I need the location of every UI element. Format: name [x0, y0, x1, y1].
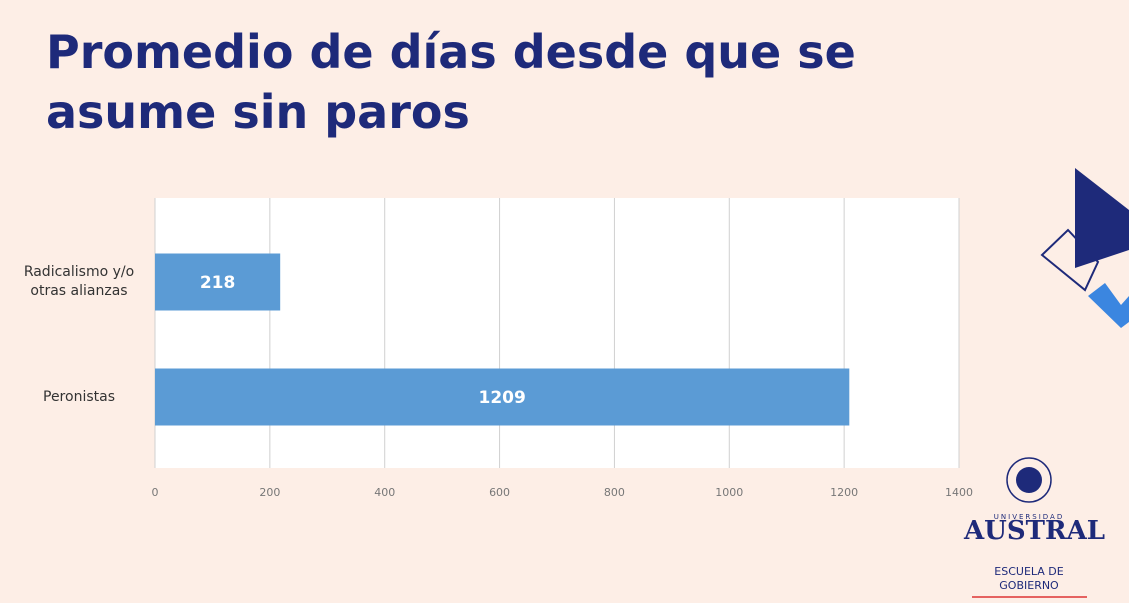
x-tick-label: 400 — [374, 486, 395, 499]
value-label: 1209 — [478, 388, 525, 408]
chart-title: Promedio de días desde que se asume sin … — [46, 25, 856, 139]
logo-school: ESCUELA DE GOBIERNO — [994, 565, 1064, 592]
y-tick-label: Peronistas — [43, 388, 115, 405]
plot-area — [155, 198, 959, 468]
x-tick-label: 1200 — [830, 486, 858, 499]
x-tick-label: 1400 — [945, 486, 973, 499]
logo-name: AUSTRAL — [964, 516, 1106, 546]
logo-university: UNIVERSIDAD — [993, 513, 1065, 521]
bar — [155, 253, 281, 311]
decoration — [972, 168, 1129, 598]
x-tick-label: 200 — [259, 486, 280, 499]
x-tick-label: 0 — [152, 486, 159, 499]
y-tick-label: Radicalismo y/o otras alianzas — [23, 264, 135, 299]
x-tick-label: 600 — [489, 486, 510, 499]
x-tick-label: 1000 — [715, 486, 743, 499]
value-label: 218 — [200, 273, 236, 293]
bar — [155, 368, 850, 426]
x-tick-label: 800 — [604, 486, 625, 499]
